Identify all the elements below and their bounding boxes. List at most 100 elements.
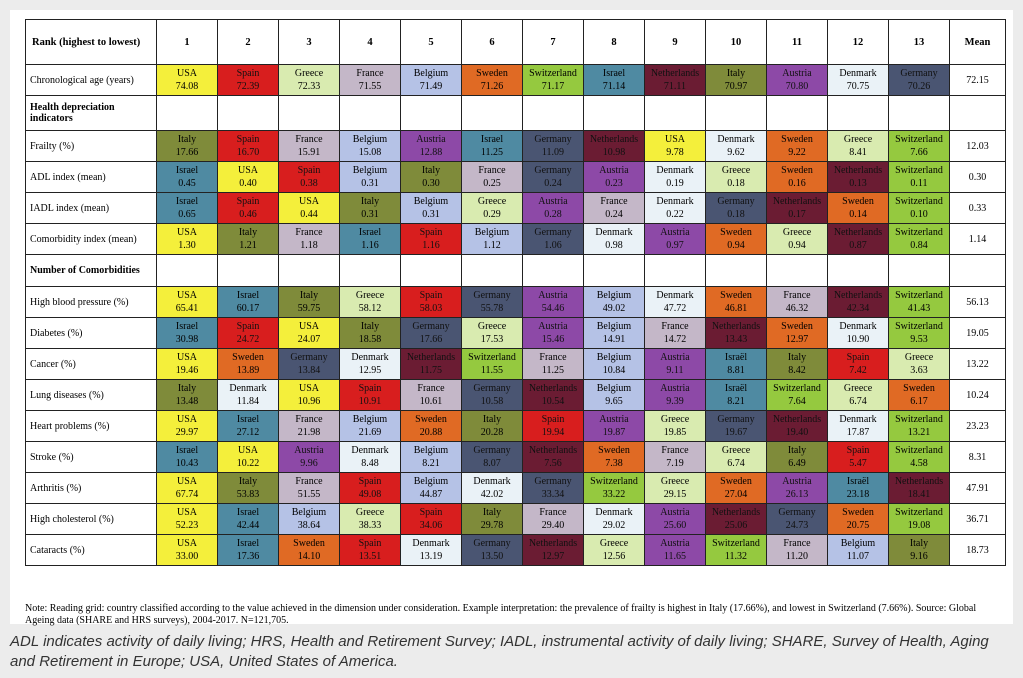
empty-cell xyxy=(949,95,1006,131)
country-cell: France 21.98 xyxy=(278,410,340,442)
country-cell: Belgium 38.64 xyxy=(278,503,340,535)
country-cell: Denmark 42.02 xyxy=(461,472,523,504)
country-value: 9.16 xyxy=(910,551,928,562)
country-name: Israel xyxy=(175,445,199,456)
country-cell: Belgium 0.31 xyxy=(339,161,401,193)
country-name: Netherlands xyxy=(833,290,883,301)
country-name: Austria xyxy=(294,445,324,456)
table-row: Comorbidity index (mean) USA 1.30 Italy 1.21… xyxy=(25,223,1006,255)
country-cell: Austria 0.97 xyxy=(644,223,706,255)
country-name: Switzerland xyxy=(468,352,516,363)
country-name: Italy xyxy=(238,227,258,238)
country-value: 42.02 xyxy=(480,489,504,500)
country-value: 0.84 xyxy=(910,240,928,251)
country-cell: Italy 59.75 xyxy=(278,286,340,318)
country-name: Italy xyxy=(421,165,441,176)
rank-header-5: 5 xyxy=(400,19,462,65)
country-cell: USA 67.74 xyxy=(156,472,218,504)
country-cell: Spain 24.72 xyxy=(217,317,279,349)
country-name: USA xyxy=(176,507,197,518)
country-cell: Italy 1.21 xyxy=(217,223,279,255)
country-name: Sweden xyxy=(903,383,935,394)
empty-cell xyxy=(827,254,889,287)
country-name: Switzerland xyxy=(895,321,943,332)
country-name: Germany xyxy=(290,352,328,363)
table-note: Note: Reading grid: country classified a… xyxy=(25,603,977,626)
rank-header-2: 2 xyxy=(217,19,279,65)
country-cell: Germany 13.50 xyxy=(461,534,523,566)
empty-cell xyxy=(339,95,401,131)
table-row: Diabetes (%) Israel 30.98 Spain 24.72 USA 24.0… xyxy=(25,317,1006,349)
country-value: 10.98 xyxy=(602,147,626,158)
row-label-stroke: Stroke (%) xyxy=(25,441,157,473)
country-name: USA xyxy=(176,476,197,487)
rank-header-13: 13 xyxy=(888,19,950,65)
country-cell: France 1.18 xyxy=(278,223,340,255)
country-cell: Spain 10.91 xyxy=(339,379,401,411)
country-name: Netherlands xyxy=(894,476,944,487)
country-value: 49.08 xyxy=(358,489,382,500)
country-value: 9.96 xyxy=(300,458,318,469)
country-name: Austria xyxy=(782,476,812,487)
mean-value: 13.22 xyxy=(949,348,1006,380)
country-cell: Sweden 27.04 xyxy=(705,472,767,504)
empty-cell xyxy=(583,254,645,287)
country-cell: Sweden 0.94 xyxy=(705,223,767,255)
country-cell: Denmark 0.98 xyxy=(583,223,645,255)
country-cell: Netherlands 7.56 xyxy=(522,441,584,473)
empty-cell xyxy=(156,95,218,131)
country-cell: Germany 33.34 xyxy=(522,472,584,504)
country-cell: France 0.25 xyxy=(461,161,523,193)
country-name: USA xyxy=(176,414,197,425)
country-value: 0.16 xyxy=(788,178,806,189)
country-value: 6.74 xyxy=(727,458,745,469)
country-value: 71.55 xyxy=(358,81,382,92)
country-value: 13.84 xyxy=(297,365,321,376)
country-cell: USA 0.40 xyxy=(217,161,279,193)
country-cell: Germany 55.78 xyxy=(461,286,523,318)
country-cell: Switzerland 41.43 xyxy=(888,286,950,318)
country-value: 11.84 xyxy=(236,396,260,407)
country-value: 0.31 xyxy=(361,178,379,189)
country-name: Denmark xyxy=(473,476,511,487)
country-value: 42.44 xyxy=(236,520,260,531)
country-value: 11.75 xyxy=(419,365,443,376)
country-name: Spain xyxy=(419,507,443,518)
country-name: Belgium xyxy=(596,383,632,394)
country-name: France xyxy=(600,196,628,207)
country-value: 74.08 xyxy=(175,81,199,92)
country-value: 0.97 xyxy=(666,240,684,251)
country-cell: Switzerland 9.53 xyxy=(888,317,950,349)
country-name: Israel xyxy=(236,507,260,518)
country-value: 25.60 xyxy=(663,520,687,531)
country-value: 14.72 xyxy=(663,334,687,345)
country-value: 24.72 xyxy=(236,334,260,345)
country-cell: Greece 0.29 xyxy=(461,192,523,224)
country-cell: Germany 13.84 xyxy=(278,348,340,380)
country-name: Switzerland xyxy=(895,445,943,456)
country-value: 70.80 xyxy=(785,81,809,92)
country-cell: Spain 5.47 xyxy=(827,441,889,473)
country-name: Netherlands xyxy=(772,414,822,425)
country-cell: France 7.19 xyxy=(644,441,706,473)
section-row: Health depreciation indicators xyxy=(25,95,1006,131)
country-cell: Austria 70.80 xyxy=(766,64,828,96)
country-value: 70.26 xyxy=(907,81,931,92)
country-value: 10.90 xyxy=(846,334,870,345)
mean-value: 72.15 xyxy=(949,64,1006,96)
row-label-high-cholesterol: High cholesterol (%) xyxy=(25,503,157,535)
country-value: 12.97 xyxy=(785,334,809,345)
country-cell: Switzerland 33.22 xyxy=(583,472,645,504)
country-cell: Israël 8.21 xyxy=(705,379,767,411)
country-name: Sweden xyxy=(598,445,630,456)
rank-header-8: 8 xyxy=(583,19,645,65)
table-row: Arthritis (%) USA 67.74 Italy 53.83 France 51.… xyxy=(25,472,1006,504)
country-cell: USA 24.07 xyxy=(278,317,340,349)
country-name: Greece xyxy=(294,68,324,79)
country-cell: Austria 0.28 xyxy=(522,192,584,224)
country-value: 7.19 xyxy=(666,458,684,469)
country-name: Israël xyxy=(724,352,748,363)
country-name: Germany xyxy=(534,476,572,487)
country-value: 12.56 xyxy=(602,551,626,562)
country-cell: Austria 9.96 xyxy=(278,441,340,473)
